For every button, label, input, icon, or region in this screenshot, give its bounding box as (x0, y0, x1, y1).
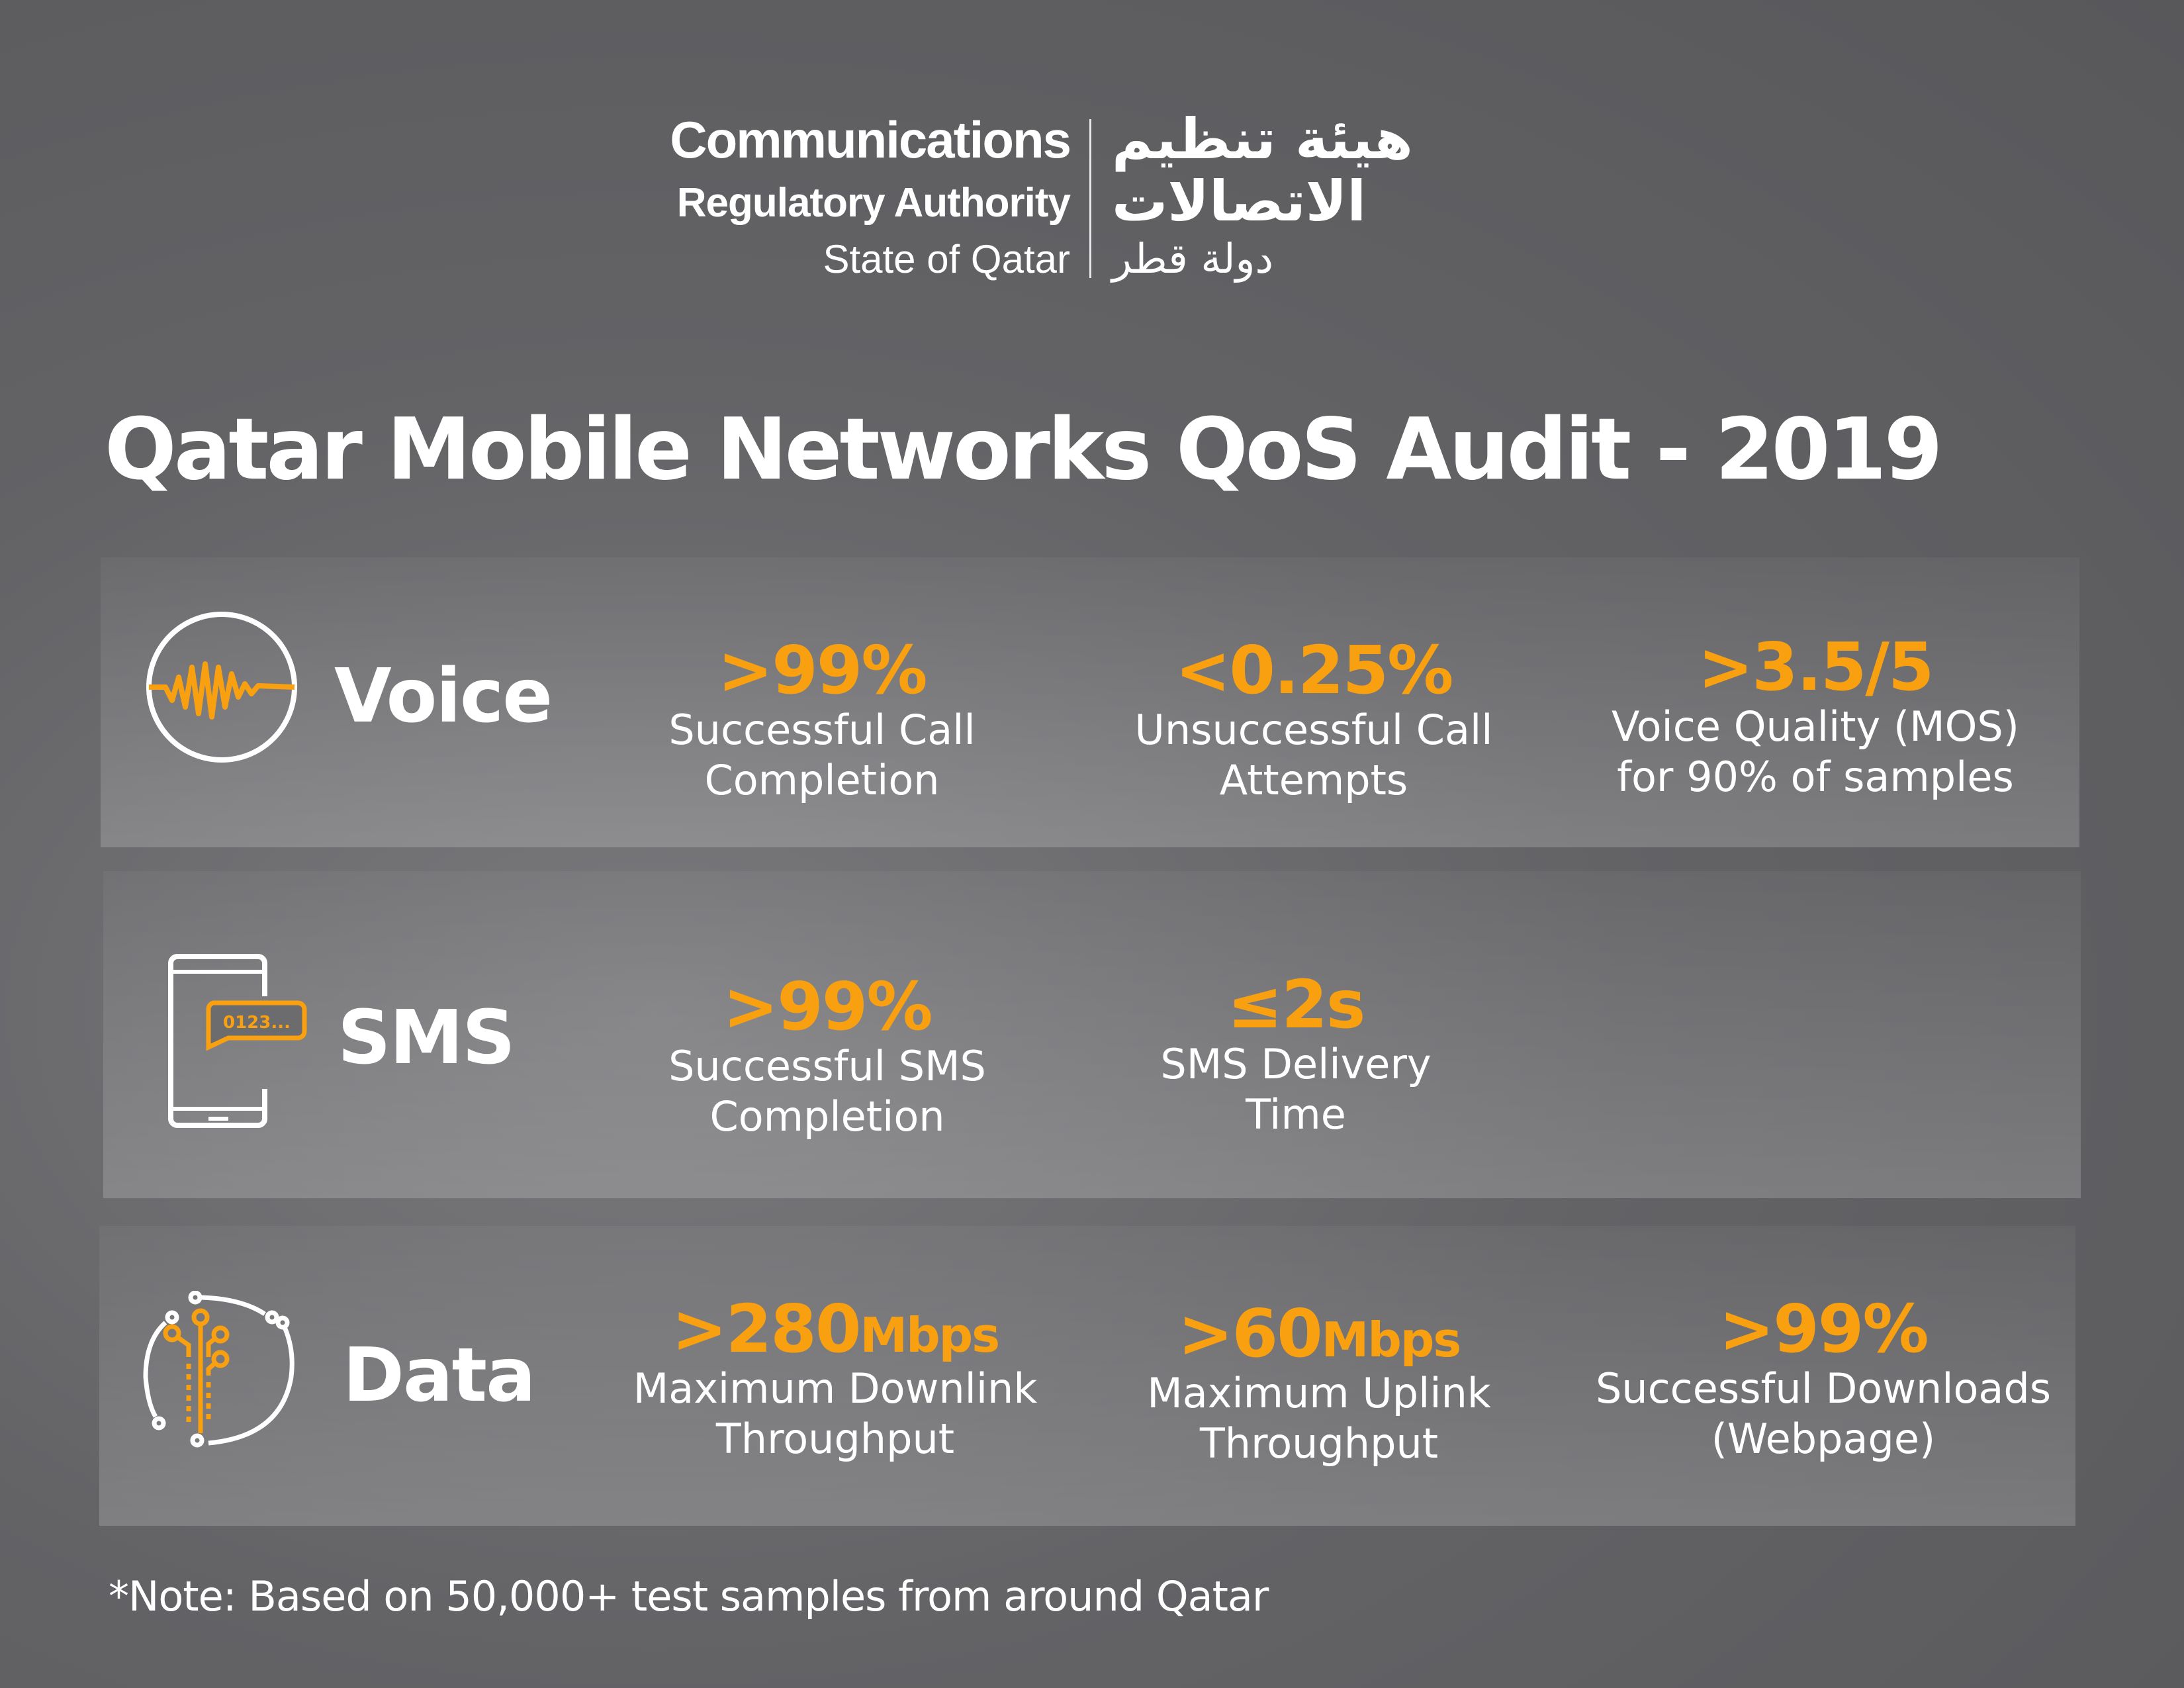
logo-ar-line2: الاتصالات (1112, 169, 1367, 234)
stat-value: >99% (1719, 1290, 1929, 1368)
phone-message-icon: 0123... (168, 954, 307, 1128)
stat-label: SMS Delivery Time (1160, 1040, 1432, 1139)
logo-en-line3: State of Qatar (823, 237, 1070, 281)
data-panel (99, 1226, 2075, 1526)
logo-en-line2: Regulatory Authority (676, 180, 1071, 226)
voice-wave-icon (146, 612, 297, 763)
logo-divider (1089, 119, 1091, 278)
logo-en-line1: Communications (670, 111, 1071, 169)
stat-label: Unsuccessful Call Attempts (1134, 706, 1493, 804)
stat-value: >3.5/5 (1698, 628, 1934, 706)
stat-unsuccessful-call: <0.25% Unsuccessful Call Attempts (1075, 635, 1552, 805)
stat-call-completion: >99% Successful Call Completion (584, 635, 1060, 805)
stat-value: >60 (1177, 1295, 1323, 1372)
category-sms: SMS (338, 995, 516, 1081)
stat-value: >99% (723, 968, 933, 1045)
category-data: Data (343, 1333, 536, 1419)
stat-label: Maximum Downlink Throughput (633, 1364, 1038, 1463)
logo-ar-line1: هيئة تنظيم (1112, 107, 1413, 171)
stat-label: Voice Quality (MOS) for 90% of samples (1612, 702, 2019, 801)
stat-label: Maximum Uplink Throughput (1147, 1369, 1491, 1468)
footnote: *Note: Based on 50,000+ test samples fro… (109, 1572, 1269, 1620)
stat-value: >99% (717, 632, 927, 709)
stat-unit: Mbps (1321, 1312, 1462, 1368)
stat-value: ≤2s (1227, 966, 1366, 1043)
icon-text: 0123... (223, 1013, 291, 1033)
stat-downlink: >280Mbps Maximum Downlink Throughput (597, 1294, 1073, 1464)
logo-ar-line3: دولة قطر (1112, 234, 1274, 283)
stat-uplink: >60Mbps Maximum Uplink Throughput (1081, 1299, 1557, 1468)
stat-value: <0.25% (1175, 632, 1454, 709)
stat-label: Successful SMS Completion (668, 1042, 986, 1141)
page-title: Qatar Mobile Networks QoS Audit - 2019 (105, 400, 1943, 499)
stat-voice-quality: >3.5/5 Voice Quality (MOS) for 90% of sa… (1577, 632, 2054, 802)
stat-value: >280 (671, 1290, 862, 1368)
stat-sms-completion: >99% Successful SMS Completion (589, 972, 1066, 1141)
stat-unit: Mbps (860, 1307, 1000, 1363)
data-circuit-icon (143, 1291, 295, 1448)
sms-panel (103, 871, 2081, 1198)
stat-downloads: >99% Successful Downloads (Webpage) (1585, 1294, 2062, 1464)
stat-label: Successful Call Completion (668, 706, 976, 804)
voice-panel (101, 557, 2079, 847)
stat-label: Successful Downloads (Webpage) (1595, 1364, 2052, 1463)
category-voice: Voice (334, 653, 553, 739)
stat-sms-delivery: ≤2s SMS Delivery Time (1058, 970, 1534, 1139)
